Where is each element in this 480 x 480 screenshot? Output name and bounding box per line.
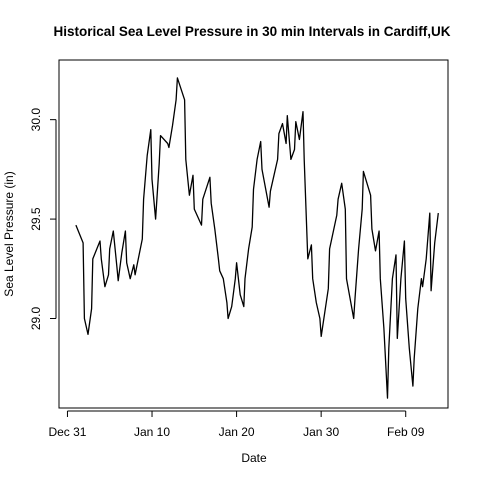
x-tick-label: Feb 09 (387, 425, 425, 439)
y-axis-label: Sea Level Pressure (in) (2, 171, 16, 296)
plot-frame (58, 59, 449, 409)
y-tick-label: 29.0 (29, 307, 43, 331)
y-tick-label: 29.5 (29, 207, 43, 231)
x-axis-label: Date (241, 451, 267, 465)
series-line (75, 77, 439, 399)
x-axis: Dec 31 Jan 10 Jan 20 Jan 30 Feb 09 (48, 410, 425, 439)
x-tick-label: Jan 30 (303, 425, 339, 439)
x-tick-label: Jan 20 (219, 425, 255, 439)
y-tick-label: 30.0 (29, 108, 43, 132)
chart-title: Historical Sea Level Pressure in 30 min … (54, 24, 451, 39)
x-tick-label: Jan 10 (134, 425, 170, 439)
x-tick-label: Dec 31 (48, 425, 86, 439)
y-axis: 29.0 29.5 30.0 (29, 108, 57, 331)
